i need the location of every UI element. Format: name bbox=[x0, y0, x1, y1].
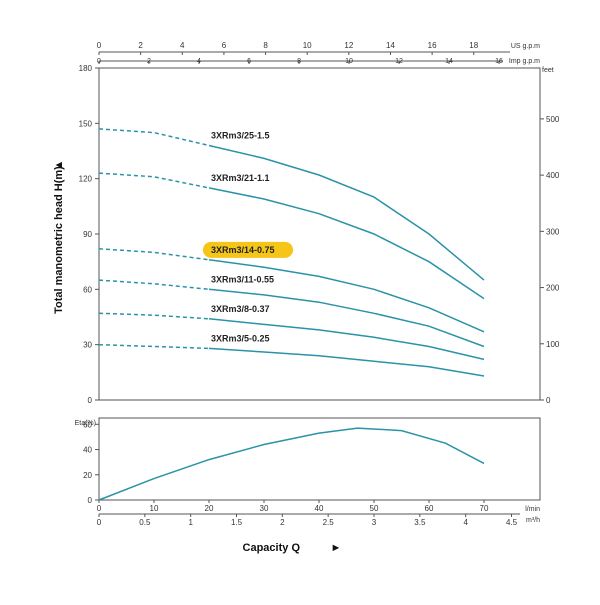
usgpm-tick-label: 2 bbox=[138, 41, 143, 50]
eta-tick-label: 40 bbox=[83, 446, 92, 455]
feet-tick-label: 0 bbox=[546, 396, 551, 405]
efficiency-curve bbox=[98, 427, 485, 501]
impgpm-tick-label: 0 bbox=[97, 58, 101, 65]
impgpm-tick-label: 2 bbox=[147, 58, 151, 65]
lmin-tick-label: 0 bbox=[97, 504, 102, 513]
m3h-tick-label: 0.5 bbox=[139, 518, 151, 527]
m3h-tick-label: 1.5 bbox=[231, 518, 243, 527]
usgpm-tick-label: 6 bbox=[222, 41, 227, 50]
head-axis-marker: ▲ bbox=[53, 160, 65, 171]
head-curve-dashed bbox=[98, 343, 210, 350]
chart-curves bbox=[98, 128, 485, 501]
usgpm-unit-label: US g.p.m bbox=[511, 43, 540, 50]
impgpm-tick-label: 12 bbox=[395, 58, 403, 65]
head-tick-label: 150 bbox=[79, 119, 93, 128]
m3h-tick-label: 2.5 bbox=[323, 518, 335, 527]
impgpm-unit-label: Imp g.p.m bbox=[509, 58, 540, 65]
chart-frames bbox=[98, 51, 541, 515]
impgpm-tick-label: 4 bbox=[197, 58, 201, 65]
eta-tick-label: 0 bbox=[88, 496, 93, 505]
efficiency-plot-frame bbox=[98, 417, 541, 501]
usgpm-tick-label: 0 bbox=[97, 41, 102, 50]
usgpm-tick-label: 16 bbox=[428, 41, 437, 50]
head-curve-dashed bbox=[98, 128, 210, 147]
usgpm-tick-label: 10 bbox=[303, 41, 312, 50]
chart-labels: feet US g.p.m Imp g.p.m 3XRm3/25-1.5 3XRm3/2… bbox=[53, 43, 554, 554]
feet-tick-label: 400 bbox=[546, 171, 560, 180]
m3h-tick-label: 3.5 bbox=[414, 518, 426, 527]
impgpm-tick-label: 14 bbox=[445, 58, 453, 65]
feet-tick-label: 200 bbox=[546, 284, 560, 293]
usgpm-tick-label: 14 bbox=[386, 41, 395, 50]
head-tick-label: 90 bbox=[83, 230, 92, 239]
head-plot-frame bbox=[98, 67, 541, 401]
head-axis-title: Total manometric head H(m) bbox=[53, 166, 65, 314]
head-tick-label: 120 bbox=[79, 175, 93, 184]
feet-tick-label: 500 bbox=[546, 115, 560, 124]
head-curve bbox=[208, 259, 485, 333]
series-label: 3XRm3/21-1.1 bbox=[211, 173, 270, 183]
m3h-tick-label: 4 bbox=[463, 518, 468, 527]
head-curve-dashed bbox=[98, 279, 210, 291]
feet-unit-label: feet bbox=[542, 67, 554, 74]
series-highlight-badge bbox=[203, 241, 293, 258]
series-label: 3XRm3/25-1.5 bbox=[211, 130, 270, 140]
lmin-tick-label: 50 bbox=[370, 504, 379, 513]
usgpm-tick-label: 8 bbox=[263, 41, 268, 50]
impgpm-tick-label: 8 bbox=[297, 58, 301, 65]
usgpm-tick-label: 12 bbox=[344, 41, 353, 50]
m3h-tick-label: 1 bbox=[188, 518, 193, 527]
eta-tick-label: 60 bbox=[83, 420, 92, 429]
lmin-unit-label: l/min bbox=[525, 506, 540, 513]
head-curve bbox=[208, 144, 485, 281]
series-label: 3XRm3/8-0.37 bbox=[211, 304, 270, 314]
series-label: 3XRm3/14-0.75 bbox=[211, 245, 275, 255]
lmin-tick-label: 20 bbox=[205, 504, 214, 513]
m3h-unit-label: m³/h bbox=[526, 517, 540, 524]
head-curve-dashed bbox=[98, 248, 210, 261]
series-label: 3XRm3/5-0.25 bbox=[211, 333, 270, 343]
impgpm-tick-label: 6 bbox=[247, 58, 251, 65]
lmin-tick-label: 40 bbox=[315, 504, 324, 513]
head-tick-label: 0 bbox=[88, 396, 93, 405]
head-curve bbox=[208, 187, 485, 300]
lmin-tick-label: 70 bbox=[480, 504, 489, 513]
impgpm-tick-label: 10 bbox=[345, 58, 353, 65]
m3h-tick-label: 4.5 bbox=[506, 518, 518, 527]
feet-tick-label: 300 bbox=[546, 227, 560, 236]
m3h-tick-label: 2 bbox=[280, 518, 285, 527]
usgpm-tick-label: 18 bbox=[469, 41, 478, 50]
impgpm-tick-label: 16 bbox=[495, 58, 503, 65]
feet-tick-label: 100 bbox=[546, 340, 560, 349]
head-curve bbox=[208, 347, 485, 377]
head-curve bbox=[208, 288, 485, 348]
head-tick-label: 60 bbox=[83, 285, 92, 294]
capacity-axis-title: Capacity Q bbox=[243, 542, 301, 554]
head-curve-dashed bbox=[98, 172, 210, 189]
head-tick-label: 180 bbox=[79, 64, 93, 73]
series-label: 3XRm3/11-0.55 bbox=[211, 274, 274, 284]
m3h-tick-label: 3 bbox=[372, 518, 377, 527]
lmin-tick-label: 10 bbox=[150, 504, 159, 513]
head-tick-label: 30 bbox=[83, 341, 92, 350]
eta-axis-title: Eta(%) bbox=[75, 420, 96, 427]
usgpm-tick-label: 4 bbox=[180, 41, 185, 50]
eta-tick-label: 20 bbox=[83, 471, 92, 480]
capacity-axis-marker: ► bbox=[331, 542, 342, 554]
head-curve-dashed bbox=[98, 312, 210, 320]
lmin-tick-label: 60 bbox=[425, 504, 434, 513]
head-curve bbox=[208, 318, 485, 361]
lmin-tick-label: 30 bbox=[260, 504, 269, 513]
m3h-tick-label: 0 bbox=[97, 518, 102, 527]
